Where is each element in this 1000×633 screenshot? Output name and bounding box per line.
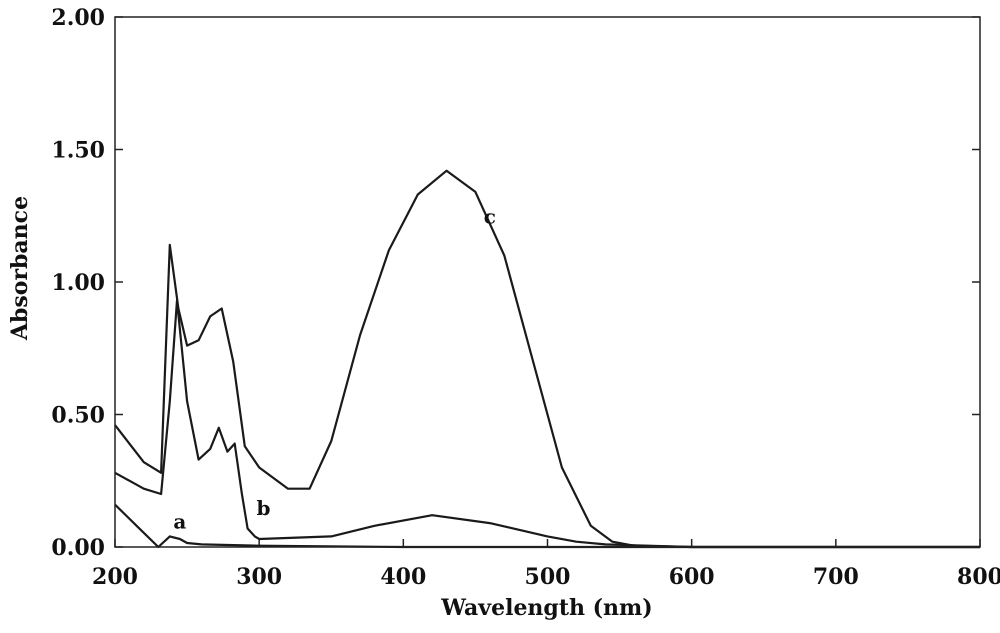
y-axis-title: Absorbance — [7, 196, 33, 341]
x-tick-label: 500 — [525, 564, 571, 590]
curve-label-c: c — [484, 205, 496, 229]
y-tick-label: 1.00 — [51, 270, 105, 296]
x-tick-label: 600 — [669, 564, 715, 590]
curves-layer — [114, 169, 980, 549]
x-axis-title: Wavelength (nm) — [440, 595, 652, 621]
curve-label-b: b — [256, 496, 270, 520]
y-tick-label: 1.50 — [51, 138, 105, 164]
y-tick-label: 2.00 — [51, 5, 105, 31]
x-tick-label: 400 — [380, 564, 426, 590]
x-tick-label: 800 — [957, 564, 1000, 590]
y-tick-label: 0.50 — [51, 403, 105, 429]
x-tick-label: 200 — [92, 564, 138, 590]
x-tick-label: 700 — [813, 564, 859, 590]
ticks-layer — [114, 16, 981, 548]
series-c-line — [114, 169, 980, 549]
labels-layer: 200 300 400 500 600 700 800 0.00 0.50 1.00 1.50 2.0… — [51, 5, 1000, 590]
series-b-line — [114, 299, 980, 549]
plot-frame — [114, 16, 981, 548]
curve-label-a: a — [173, 509, 186, 533]
x-tick-label: 300 — [236, 564, 282, 590]
y-tick-label: 0.00 — [51, 535, 105, 561]
